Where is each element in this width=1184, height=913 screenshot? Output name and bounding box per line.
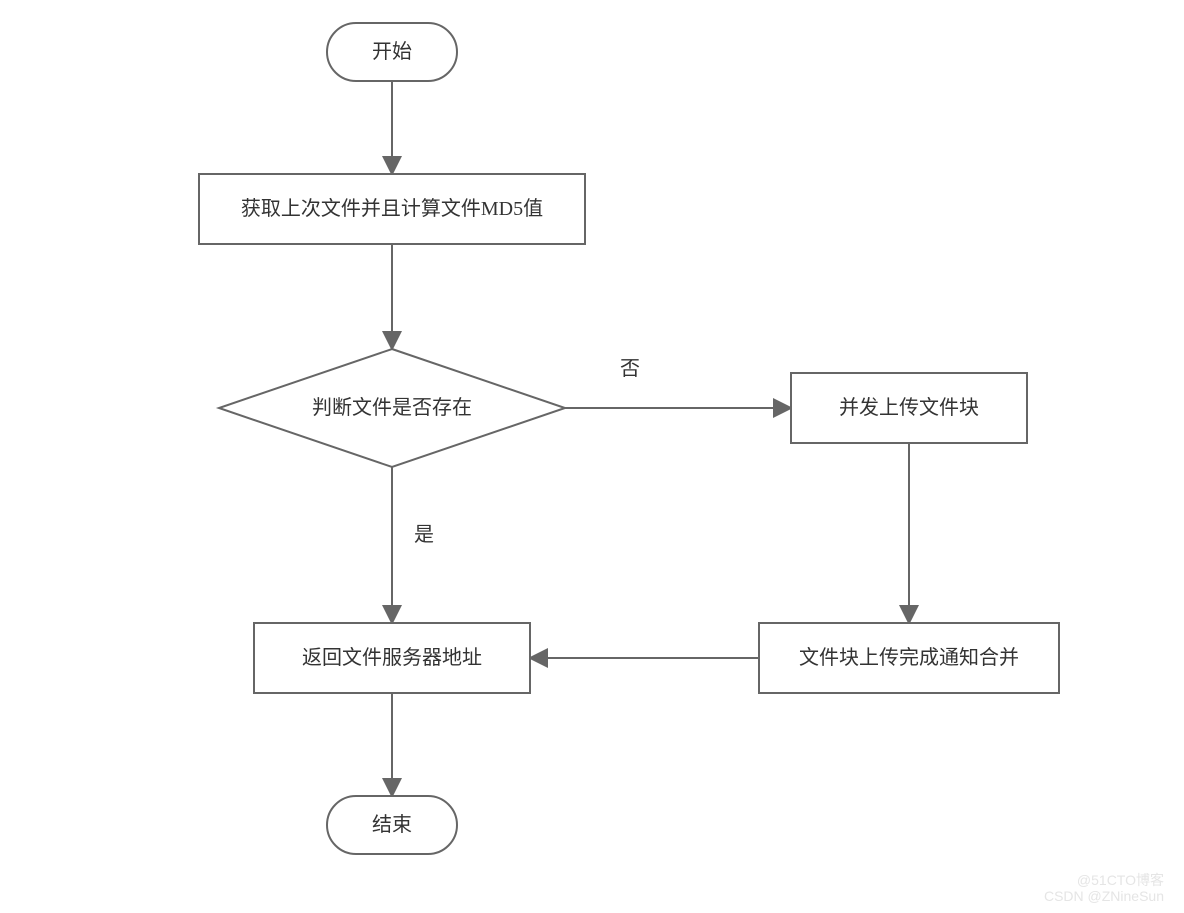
node-label-end: 结束 <box>372 813 412 836</box>
edge-label-decision-upload: 否 <box>620 358 640 380</box>
node-label-upload: 并发上传文件块 <box>839 396 979 419</box>
node-label-merge: 文件块上传完成通知合并 <box>799 646 1019 669</box>
node-label-return: 返回文件服务器地址 <box>302 646 482 669</box>
node-label-md5: 获取上次文件并且计算文件MD5值 <box>241 197 543 220</box>
node-label-start: 开始 <box>372 40 412 63</box>
flowchart-canvas: 开始获取上次文件并且计算文件MD5值判断文件是否存在 并发上传文件块返回文件服务器… <box>0 0 1184 913</box>
edge-label-decision-return: 是 <box>414 524 434 546</box>
node-label-decision: 判断文件是否存在 <box>312 396 472 419</box>
